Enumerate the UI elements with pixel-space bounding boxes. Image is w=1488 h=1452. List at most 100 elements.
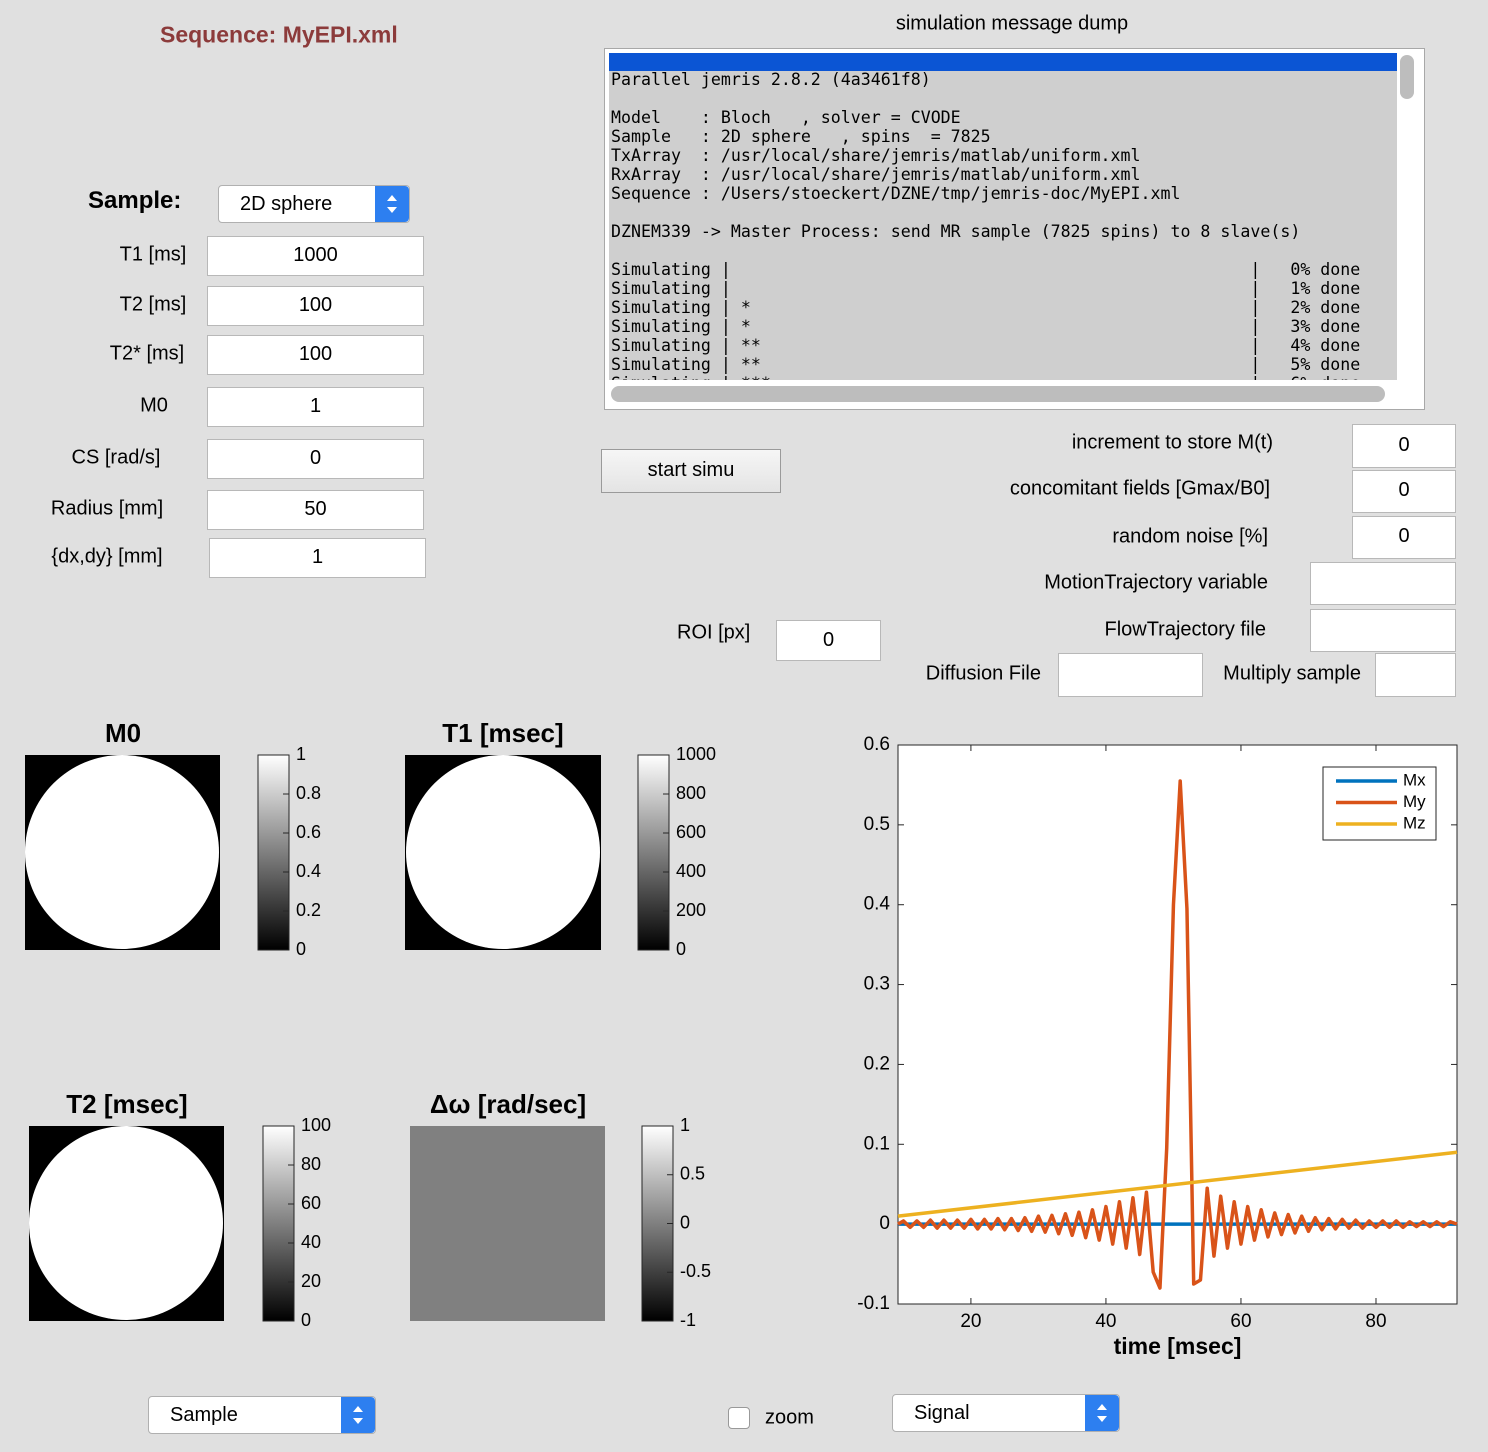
sequence-title: Sequence: MyEPI.xml [160,21,398,48]
colorbar-tick-label: 600 [676,822,706,842]
legend-label: Mx [1403,770,1426,789]
legend-label: Mz [1403,813,1426,832]
dropdown-arrow [1085,1395,1119,1431]
field-input[interactable]: 0 [207,439,424,479]
dump-line: Model : Bloch , solver = CVODE [611,108,961,127]
field-label: T2* [ms] [109,342,185,365]
option-input[interactable]: 0 [1352,424,1456,468]
colorbar-tick-label: 100 [301,1115,331,1135]
field-label: T1 [ms] [119,243,187,266]
y-tick-label: -0.1 [857,1293,890,1314]
sample-disc [406,755,600,949]
field-input[interactable]: 50 [207,490,424,530]
y-tick-label: 0.3 [864,974,890,995]
dump-line: Parallel jemris 2.8.2 (4a3461f8) [611,70,931,89]
image-title: T1 [msec] [442,718,563,748]
dump-line: Simulating | | 0% done [611,260,1361,279]
x-tick-label: 60 [1230,1311,1251,1332]
dump-line: Simulating | * | 3% done [611,317,1361,336]
y-tick-label: 0.4 [864,894,891,915]
dropdown-text: Signal [914,1402,970,1424]
colorbar-tick-label: 80 [301,1154,321,1174]
x-axis-label: time [msec] [1114,1333,1242,1359]
colorbar [637,754,670,951]
option-label: MotionTrajectory variable [1044,571,1268,594]
colorbar-tick-label: 0.4 [296,861,321,881]
sample-label: Sample: [88,187,182,214]
dump-text-area: Parallel jemris 2.8.2 (4a3461f8) Model : … [609,53,1397,380]
sample-dropdown[interactable]: 2D sphere [218,185,410,223]
message-dump[interactable]: Parallel jemris 2.8.2 (4a3461f8) Model : … [604,48,1425,410]
colorbar-tick-label: 40 [301,1232,321,1252]
option-input[interactable] [1310,609,1456,652]
field-input[interactable]: 1000 [207,236,424,276]
dump-line: TxArray : /usr/local/share/jemris/matlab… [611,146,1141,165]
field-input[interactable]: 100 [207,335,424,375]
roi-input[interactable]: 0 [776,620,881,661]
view-dropdown[interactable]: Sample [148,1396,376,1434]
dump-title: simulation message dump [895,12,1129,35]
field-input[interactable]: 100 [207,286,424,326]
colorbar-tick-label: 0.6 [296,822,321,842]
colorbar-tick-label: 1 [680,1115,690,1135]
h-scroll-thumb[interactable] [611,386,1385,402]
y-tick-label: 0 [879,1213,890,1234]
dump-line: DZNEM339 -> Master Process: send MR samp… [611,222,1301,241]
y-tick-label: 0.1 [864,1133,890,1154]
colorbar-tick-label: 0 [296,939,306,959]
signal-line [897,1150,1458,1218]
colorbar-tick-label: 1000 [676,744,716,764]
colorbar-tick-label: 0.8 [296,783,321,803]
x-tick-label: 40 [1095,1311,1116,1332]
dump-line: Simulating | | 1% done [611,279,1361,298]
v-scroll-thumb[interactable] [1400,55,1414,99]
y-tick-label: 0.6 [864,734,890,755]
sample-disc [25,755,219,949]
colorbar-tick-label: 0.5 [680,1164,705,1184]
field-label: Radius [mm] [50,497,164,520]
colorbar-tick-label: 200 [676,900,706,920]
legend-label: My [1403,792,1426,811]
dropdown-arrow [341,1397,375,1433]
option-input[interactable]: 0 [1352,516,1456,559]
field-input[interactable]: 1 [209,538,426,578]
x-tick-label: 80 [1365,1311,1386,1332]
y-tick-label: 0.2 [864,1053,890,1074]
colorbar-tick-label: -1 [680,1310,696,1330]
selection-highlight [609,53,1397,71]
colorbar-tick-label: 20 [301,1271,321,1291]
option-input[interactable] [1310,562,1456,605]
option-input[interactable]: 0 [1352,470,1456,513]
colorbar-tick-label: 0 [676,939,686,959]
option-label: Diffusion File [925,662,1041,685]
plot-dropdown[interactable]: Signal [892,1394,1120,1432]
option-input[interactable] [1058,653,1203,697]
field-label: {dx,dy} [mm] [51,545,163,568]
colorbar-tick-label: 1 [296,744,306,764]
field-label: M0 [140,394,168,417]
x-tick-label: 20 [960,1311,981,1332]
colorbar-tick-label: 60 [301,1193,321,1213]
option-label: Multiply sample [1223,662,1361,685]
colorbar-tick-label: 0 [680,1212,690,1232]
colorbar [257,754,290,951]
zoom-checkbox[interactable] [728,1407,750,1429]
field-input[interactable]: 1 [207,387,424,427]
image-title: M0 [105,718,141,748]
signal-line [897,779,1458,1290]
y-tick-label: 0.5 [864,814,890,835]
image-title: Δω [rad/sec] [430,1089,586,1119]
dump-line: Simulating | *** | 6% done [611,374,1360,380]
option-label: random noise [%] [1112,525,1268,548]
zoom-label: zoom [765,1406,814,1429]
image-title: T2 [msec] [66,1089,187,1119]
colorbar [262,1125,295,1322]
dump-line: Sample : 2D sphere , spins = 7825 [611,127,991,146]
field-label: CS [rad/s] [71,446,161,469]
start-button[interactable]: start simu [601,449,781,493]
dump-line: Simulating | * | 2% done [611,298,1361,317]
dump-line: RxArray : /usr/local/share/jemris/matlab… [611,165,1141,184]
option-input[interactable] [1375,653,1456,697]
